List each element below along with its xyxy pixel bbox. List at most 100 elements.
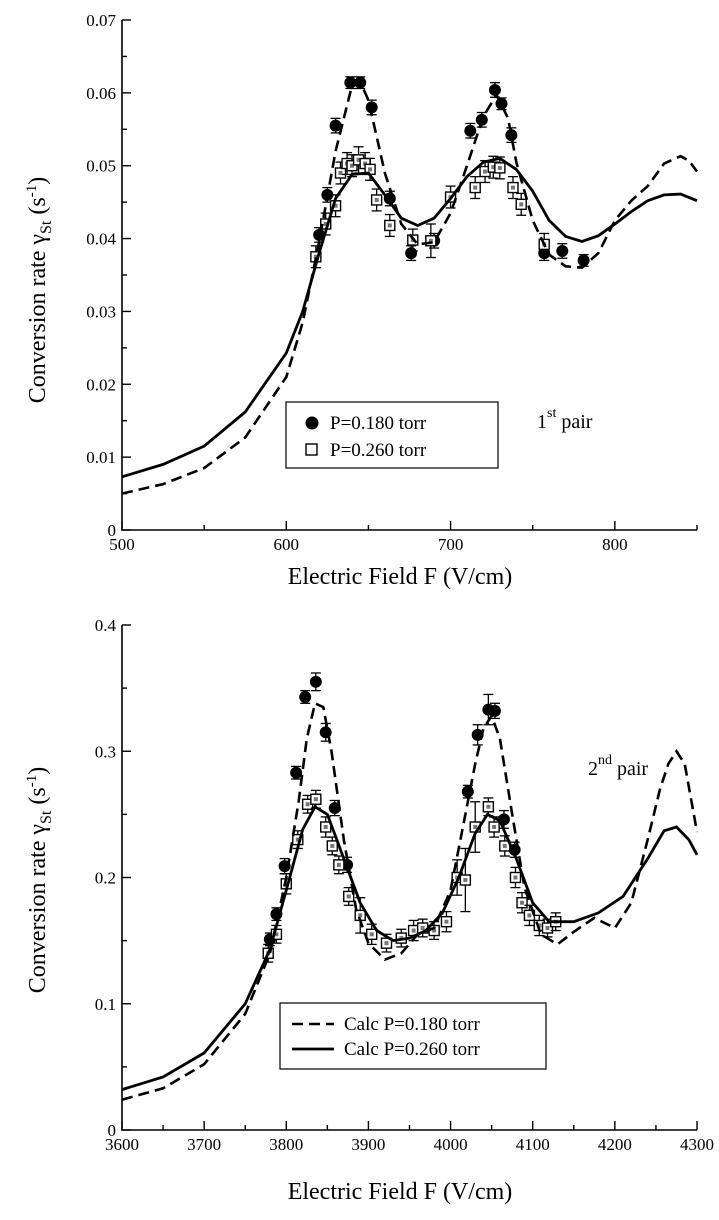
x-tick-label: 4200 [598,1135,632,1154]
data-point-square-inner [363,161,368,166]
data-point-square-inner [356,157,361,162]
data-point-square-inner [374,197,379,202]
y-tick-label: 0.4 [95,616,117,635]
pair-annotation-1: 1st pair [537,406,593,433]
y-tick-label: 0.01 [86,448,116,467]
data-point-circle [290,766,303,779]
x-tick-label: 3600 [105,1135,139,1154]
legend-label-calc-p0260: Calc P=0.260 torr [344,1039,480,1060]
data-point-square-inner [323,825,328,829]
data-point-square-inner [369,932,374,937]
data-point-circle [488,83,501,96]
y-tick-label: 0.1 [95,995,116,1014]
data-point-square-inner [330,843,335,848]
y-tick-label: 0.2 [95,869,116,888]
data-point-square-inner [336,862,341,867]
data-point-circle [365,101,378,114]
legend-2: Calc P=0.180 torr Calc P=0.260 torr [279,1002,547,1070]
data-point-square-inner [511,185,515,190]
x-tick-label: 800 [602,535,628,554]
y-tick-label: 0.03 [86,302,116,321]
data-point-square-inner [428,238,433,243]
data-point-square-inner [411,928,416,933]
data-point-square-inner [545,926,550,930]
data-point-square-inner [486,804,491,809]
data-point-square-inner [432,928,437,933]
legend-label-p0260: P=0.260 torr [330,440,427,461]
data-point-circle [405,247,418,260]
y-tick-label: 0.02 [86,375,116,394]
axis-ticks-2: 3600 3700 3800 3900 4000 4100 4200 4300 0 0.1 0.2 0… [95,616,714,1154]
data-point-square-inner [274,932,279,937]
data-point-square-inner [502,843,507,848]
data-point-square-inner [491,165,496,170]
data-point-square-inner [473,825,478,829]
data-point-circle [329,119,342,132]
axis-ticks-1: 500 600 700 800 0 0.01 0.02 0.03 0.04 0.05 0.06 0.0… [86,11,698,554]
data-point-circle [556,244,569,257]
legend-box-1 [285,401,499,469]
data-point-square-inner [350,163,354,168]
data-point-square-inner [473,185,478,190]
y-tick-label: 0.04 [86,230,116,249]
y-tick-label: 0.06 [86,84,116,103]
legend-label-calc-p0180: Calc P=0.180 torr [344,1014,480,1035]
data-point-square-inner [305,802,310,807]
legend-label-p0180: P=0.180 torr [330,413,427,434]
y-axis-label-2: Conversion rate γSt (s-1) [24,767,55,993]
data-point-square-inner [519,202,524,207]
data-point-square-inner [333,203,338,208]
plot-area-2 [121,672,699,1101]
data-point-circle [495,97,508,110]
data-point-square-inner [346,894,351,899]
data-point-square-inner [323,222,328,226]
data-point-square-inner [463,878,468,883]
y-tick-label: 0 [108,1121,117,1140]
data-point-square-inner [537,923,542,928]
pair-annotation-2: 2nd pair [588,753,648,780]
data-point-square-inner [338,171,343,175]
data-point-circle [464,124,477,137]
data-point-square-inner [313,797,318,802]
data-point-square-inner [520,900,525,905]
data-point-square-inner [384,941,389,946]
x-axis-label-2: Electric Field F (V/cm) [288,1179,513,1205]
y-tick-label: 0.07 [86,11,116,30]
series-open-squares [310,146,550,269]
x-tick-label: 3800 [269,1135,303,1154]
x-tick-label: 600 [274,535,300,554]
y-tick-label: 0.05 [86,157,116,176]
y-axis-label-1: Conversion rate γSt (s-1) [24,177,55,403]
x-tick-label: 4000 [434,1135,468,1154]
x-axis-label-1: Electric Field F (V/cm) [288,564,513,590]
chart-panel-2nd-pair: 3600 3700 3800 3900 4000 4100 4200 4300 0 0.1 0.2 0… [24,616,714,1205]
legend-marker-open-square [305,443,318,456]
series-solid-curve [121,156,698,479]
data-point-square-inner [313,254,318,259]
y-tick-label: 0.3 [95,742,116,761]
legend-marker-filled-circle [305,416,319,430]
legend-1: P=0.180 torr P=0.260 torr [285,401,499,469]
data-point-square-inner [483,169,488,174]
data-point-square-inner [497,165,502,170]
chart-panel-1st-pair: 500 600 700 800 0 0.01 0.02 0.03 0.04 0.05 0.06 0.0… [24,11,699,590]
series-filled-circles [313,76,590,267]
data-point-square-inner [444,919,449,924]
plot-area-1 [121,76,699,495]
data-point-square-inner [284,881,289,886]
y-tick-label: 0 [108,521,117,540]
data-point-square-inner [387,223,392,228]
data-point-square-inner [358,913,363,918]
data-point-circle [299,690,312,703]
data-point-square-inner [492,825,497,829]
x-tick-label: 500 [109,535,135,554]
data-point-circle [505,129,518,142]
x-tick-label: 4300 [680,1135,714,1154]
data-point-square-inner [368,167,373,172]
x-tick-label: 3900 [351,1135,385,1154]
series-solid-curve [121,804,699,1091]
series-dashed-curve [121,701,699,1101]
data-point-square-inner [295,837,300,842]
data-point-square-inner [527,913,532,918]
